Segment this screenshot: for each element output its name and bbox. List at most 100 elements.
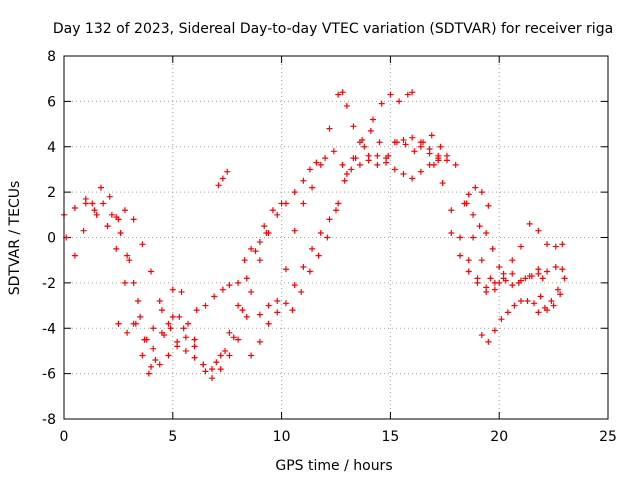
data-point <box>191 343 198 350</box>
data-point <box>404 91 411 98</box>
data-points <box>61 89 568 382</box>
data-point <box>396 98 403 105</box>
data-point <box>208 375 215 382</box>
data-point <box>485 338 492 345</box>
data-point <box>491 327 498 334</box>
data-point <box>369 116 376 123</box>
data-point <box>489 245 496 252</box>
data-point <box>80 227 87 234</box>
data-point <box>502 277 509 284</box>
data-point <box>202 302 209 309</box>
data-point <box>139 352 146 359</box>
series-track-1 <box>61 195 270 377</box>
data-point <box>539 275 546 282</box>
series-track-12 <box>430 161 566 291</box>
data-point <box>217 366 224 373</box>
data-point <box>178 288 185 295</box>
series-track-5 <box>115 282 233 352</box>
data-point <box>169 286 176 293</box>
data-point <box>491 286 498 293</box>
data-point <box>517 298 524 305</box>
data-point <box>182 347 189 354</box>
data-point <box>150 345 157 352</box>
data-point <box>465 191 472 198</box>
data-point <box>213 359 220 366</box>
data-point <box>71 252 78 259</box>
data-point <box>411 148 418 155</box>
data-point <box>71 205 78 212</box>
data-point <box>326 125 333 132</box>
data-point <box>180 325 187 332</box>
x-axis-label: GPS time / hours <box>275 458 392 474</box>
data-point <box>239 307 246 314</box>
data-point <box>417 168 424 175</box>
data-point <box>274 298 281 305</box>
data-point <box>509 257 516 264</box>
data-point <box>176 313 183 320</box>
data-point <box>191 354 198 361</box>
data-point <box>226 352 233 359</box>
x-tick-label: 20 <box>490 429 508 445</box>
data-point <box>561 275 568 282</box>
data-point <box>478 189 485 196</box>
series-track-11 <box>417 139 450 164</box>
data-point <box>378 100 385 107</box>
data-point <box>463 200 470 207</box>
x-tick-label: 10 <box>273 429 291 445</box>
x-tick-label: 0 <box>60 429 69 445</box>
data-point <box>478 257 485 264</box>
data-point <box>265 302 272 309</box>
y-tick-label: 4 <box>47 140 56 156</box>
data-point <box>291 227 298 234</box>
data-point <box>256 311 263 318</box>
data-point <box>470 234 477 241</box>
data-point <box>548 298 555 305</box>
data-point <box>100 200 107 207</box>
data-point <box>261 223 268 230</box>
data-point <box>193 307 200 314</box>
data-point <box>537 293 544 300</box>
data-point <box>522 275 529 282</box>
data-point <box>282 200 289 207</box>
data-point <box>552 243 559 250</box>
data-point <box>211 293 218 300</box>
data-point <box>428 132 435 139</box>
data-point <box>243 313 250 320</box>
y-tick-label: 0 <box>47 231 56 247</box>
data-point <box>226 282 233 289</box>
data-point <box>348 166 355 173</box>
data-point <box>202 368 209 375</box>
series-track-6 <box>215 168 231 189</box>
data-point <box>324 234 331 241</box>
data-point <box>235 279 242 286</box>
data-point <box>145 370 152 377</box>
data-point <box>256 239 263 246</box>
data-point <box>339 89 346 96</box>
data-point <box>330 148 337 155</box>
data-point <box>248 352 255 359</box>
data-point <box>478 332 485 339</box>
data-point <box>376 139 383 146</box>
data-point <box>91 207 98 214</box>
data-point <box>491 279 498 286</box>
data-point <box>361 143 368 150</box>
data-point <box>472 184 479 191</box>
data-point <box>291 189 298 196</box>
data-point <box>528 273 535 280</box>
series-track-16 <box>478 291 564 345</box>
data-point <box>291 282 298 289</box>
data-point <box>219 175 226 182</box>
data-point <box>485 202 492 209</box>
data-point <box>322 155 329 162</box>
data-point <box>517 243 524 250</box>
data-point <box>535 309 542 316</box>
data-point <box>217 352 224 359</box>
grid-lines <box>64 56 608 419</box>
data-point <box>557 291 564 298</box>
data-point <box>393 139 400 146</box>
data-point <box>535 270 542 277</box>
data-point <box>524 298 531 305</box>
data-point <box>93 211 100 218</box>
data-point <box>113 214 120 221</box>
